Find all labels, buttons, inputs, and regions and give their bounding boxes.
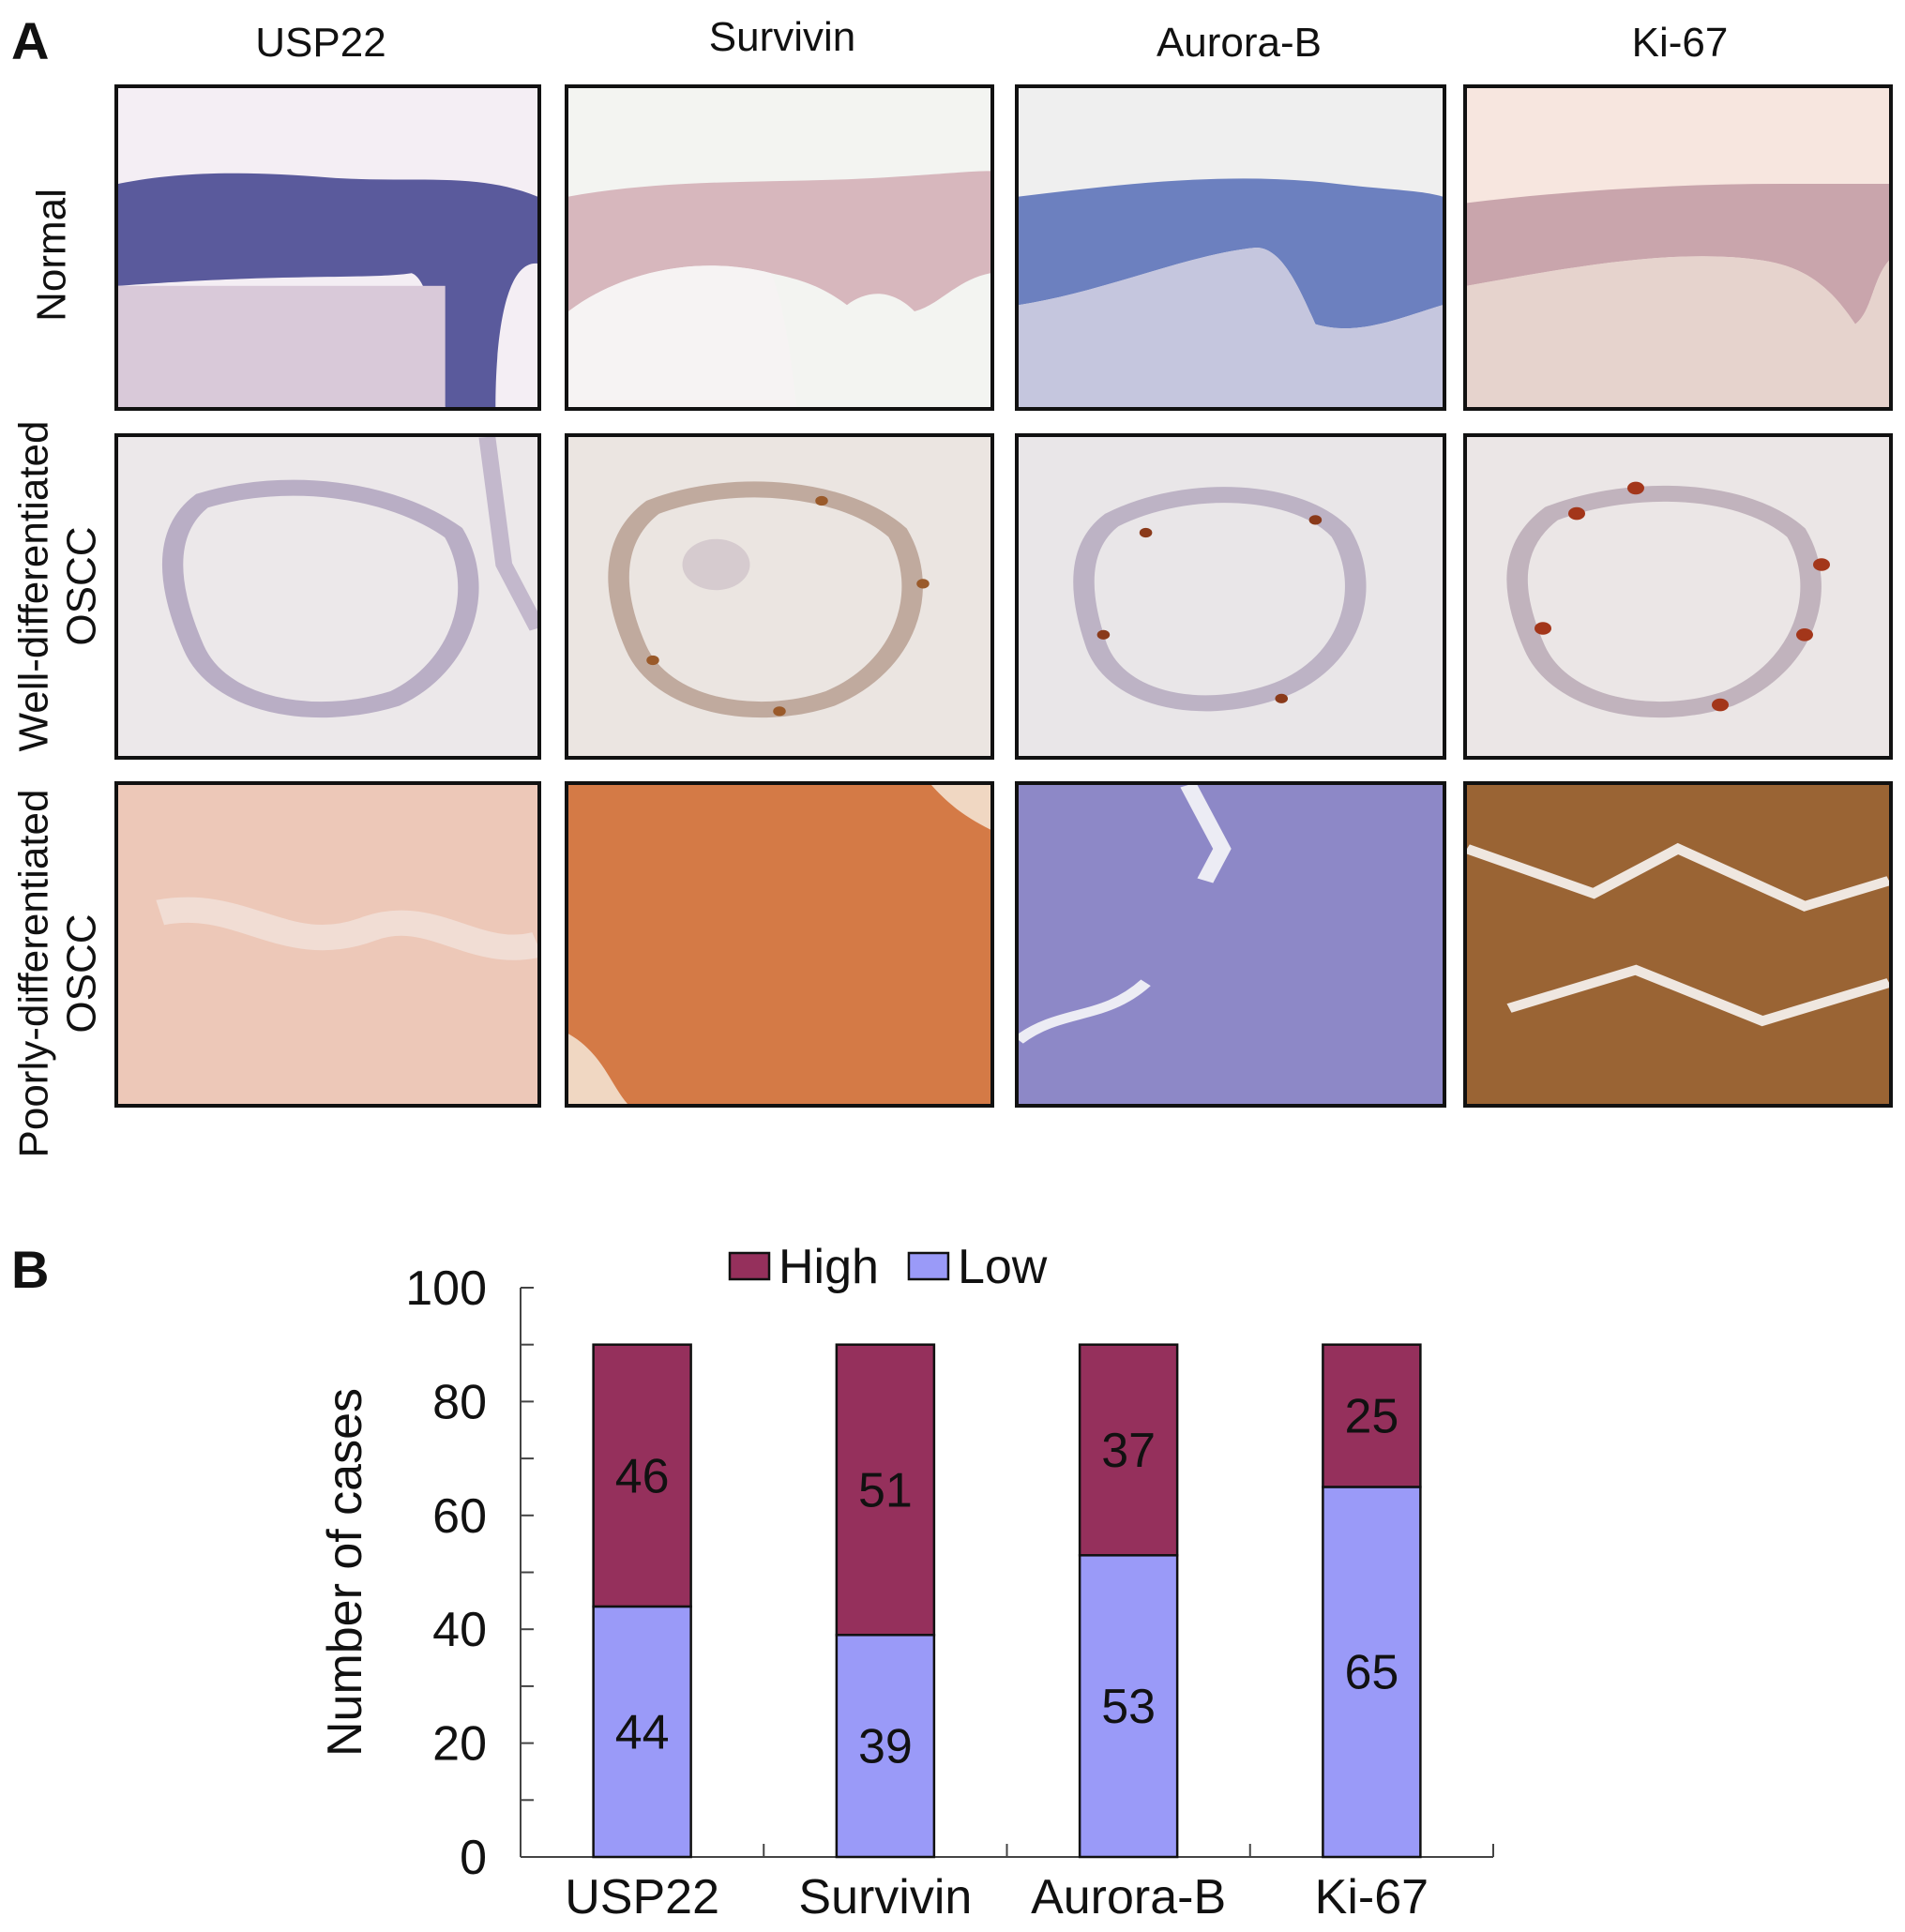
bar-low-ki-67: [1322, 1486, 1422, 1859]
chart-bars: [592, 1343, 1422, 1859]
micrograph-ki-67-well-differentiated: [1463, 433, 1893, 760]
micrograph-aurora-b-poorly-differentiated: [1015, 781, 1446, 1108]
x-tick-label: Ki-67: [1315, 1870, 1429, 1924]
column-label-aurora-b: Aurora-B: [1156, 20, 1323, 66]
y-tick-label: 100: [405, 1261, 487, 1316]
column-label-usp22: USP22: [255, 20, 386, 66]
micrograph-usp22-normal: [114, 84, 541, 411]
row-label-line: Normal: [28, 189, 75, 322]
row-label-well-differentiated: Well-differentiated OSCC: [10, 420, 105, 751]
bar-low-aurora-b: [1078, 1554, 1179, 1859]
y-tick-label: 40: [432, 1603, 487, 1657]
bar-low-survivin: [835, 1634, 936, 1859]
y-tick-label: 60: [432, 1489, 487, 1544]
data-label-low: 44: [615, 1705, 670, 1759]
micrograph-aurora-b-normal: [1015, 84, 1446, 411]
chart-axes: 0 20 40 60 80 100 Number of cases: [318, 1261, 1494, 1885]
chart-labels: 44 46 USP22 39 51 Survivin 53 37 Aurora-B 65 25 Ki-…: [565, 1390, 1429, 1924]
micrograph-aurora-b-well-differentiated: [1015, 433, 1446, 760]
micrograph-usp22-well-differentiated: [114, 433, 541, 760]
data-label-high: 51: [858, 1463, 913, 1517]
micrograph-survivin-normal: [565, 84, 994, 411]
row-label-poorly-differentiated: Poorly-differentiated OSCC: [10, 790, 105, 1158]
panel-a-letter: A: [11, 11, 50, 70]
data-label-high: 37: [1101, 1424, 1156, 1478]
data-label-low: 39: [858, 1720, 913, 1774]
row-label-line: OSCC: [58, 526, 104, 646]
y-tick-label: 20: [432, 1717, 487, 1772]
column-label-survivin: Survivin: [708, 14, 856, 60]
legend-swatch-high: [728, 1251, 771, 1281]
x-tick-label: USP22: [565, 1870, 719, 1924]
x-tick-label: Aurora-B: [1031, 1870, 1226, 1924]
micrograph-usp22-poorly-differentiated: [114, 781, 541, 1108]
chart-legend: High Low: [728, 1240, 1048, 1294]
bar-low-usp22: [592, 1605, 692, 1859]
x-tick-label: Survivin: [798, 1870, 972, 1924]
data-label-high: 25: [1344, 1390, 1399, 1444]
y-tick-label: 0: [460, 1831, 487, 1885]
micrograph-ki-67-normal: [1463, 84, 1893, 411]
row-label-normal: Normal: [29, 189, 77, 322]
row-label-line: Poorly-differentiated: [10, 789, 57, 1158]
column-label-ki-67: Ki-67: [1631, 20, 1729, 66]
micrograph-survivin-poorly-differentiated: [565, 781, 994, 1108]
bar-high-usp22: [592, 1343, 692, 1608]
legend-label-high: High: [779, 1240, 879, 1294]
stacked-bar-chart: 0 20 40 60 80 100 Number of cases 44 46 USP22 39 5…: [318, 1240, 1494, 1924]
data-label-high: 46: [615, 1449, 670, 1503]
panel-b-letter: B: [11, 1240, 50, 1299]
data-label-low: 53: [1101, 1680, 1156, 1734]
micrograph-ki-67-poorly-differentiated: [1463, 781, 1893, 1108]
bar-high-aurora-b: [1078, 1343, 1179, 1557]
legend-label-low: Low: [958, 1240, 1048, 1294]
row-label-line: Well-differentiated: [10, 420, 57, 752]
data-label-low: 65: [1344, 1646, 1399, 1700]
micrograph-survivin-well-differentiated: [565, 433, 994, 760]
y-tick-label: 80: [432, 1375, 487, 1429]
row-label-line: OSCC: [58, 913, 104, 1034]
bar-high-survivin: [835, 1343, 936, 1637]
legend-swatch-low: [907, 1251, 950, 1281]
y-axis-label: Number of cases: [318, 1388, 372, 1757]
bar-high-ki-67: [1322, 1343, 1422, 1488]
